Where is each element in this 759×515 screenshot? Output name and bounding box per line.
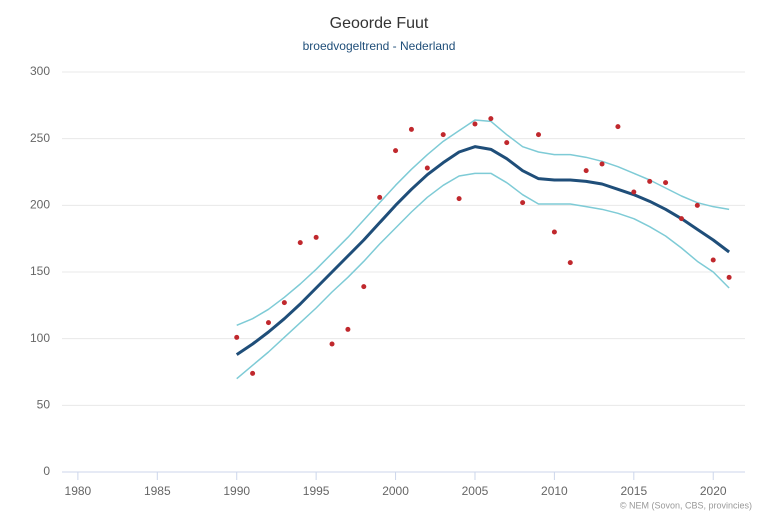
- x-tick-label: 1990: [223, 484, 250, 498]
- x-tick-label: 2015: [620, 484, 647, 498]
- data-point: [361, 284, 367, 290]
- data-point: [663, 180, 669, 186]
- data-point: [710, 257, 716, 263]
- data-point: [472, 121, 478, 127]
- data-point: [694, 202, 700, 208]
- y-tick-label: 200: [30, 198, 50, 212]
- x-tick-label: 1995: [303, 484, 330, 498]
- y-tick-label: 50: [37, 398, 51, 412]
- y-tick-label: 300: [30, 64, 50, 78]
- data-point: [250, 370, 256, 376]
- data-point: [440, 132, 446, 138]
- data-point: [377, 194, 383, 200]
- data-point: [583, 168, 589, 174]
- data-point: [647, 178, 653, 184]
- data-point: [456, 196, 462, 202]
- data-point: [281, 300, 287, 306]
- data-point: [424, 165, 430, 171]
- data-point: [329, 341, 335, 347]
- x-tick-label: 2000: [382, 484, 409, 498]
- data-point: [313, 234, 319, 240]
- trend-line: [236, 119, 730, 327]
- data-point: [504, 140, 510, 146]
- data-point: [631, 189, 637, 195]
- data-point: [678, 216, 684, 222]
- data-point: [408, 126, 414, 132]
- chart-title: Geoorde Fuut: [330, 15, 429, 32]
- data-point: [234, 334, 240, 340]
- data-point: [393, 148, 399, 154]
- x-tick-label: 1985: [144, 484, 171, 498]
- data-point: [536, 132, 542, 138]
- x-tick-label: 2010: [541, 484, 568, 498]
- data-point: [599, 161, 605, 167]
- source: © NEM (Sovon, CBS, provincies): [620, 500, 752, 510]
- data-point: [265, 320, 271, 326]
- data-point: [567, 260, 573, 266]
- chart-subtitle: broedvogeltrend - Nederland: [303, 39, 456, 53]
- x-tick-label: 2020: [700, 484, 727, 498]
- y-tick-label: 100: [30, 331, 50, 345]
- y-tick-label: 150: [30, 264, 50, 278]
- data-point: [615, 124, 621, 130]
- data-point: [551, 229, 557, 235]
- data-point: [520, 200, 526, 206]
- trend-line: [235, 145, 731, 356]
- x-tick-label: 1980: [65, 484, 92, 498]
- x-tick-label: 2005: [462, 484, 489, 498]
- y-tick-label: 0: [43, 464, 50, 478]
- data-point: [345, 326, 351, 332]
- data-point: [726, 274, 732, 280]
- trend-line: [236, 172, 730, 380]
- y-tick-label: 250: [30, 131, 50, 145]
- data-point: [488, 116, 494, 122]
- data-point: [297, 240, 303, 246]
